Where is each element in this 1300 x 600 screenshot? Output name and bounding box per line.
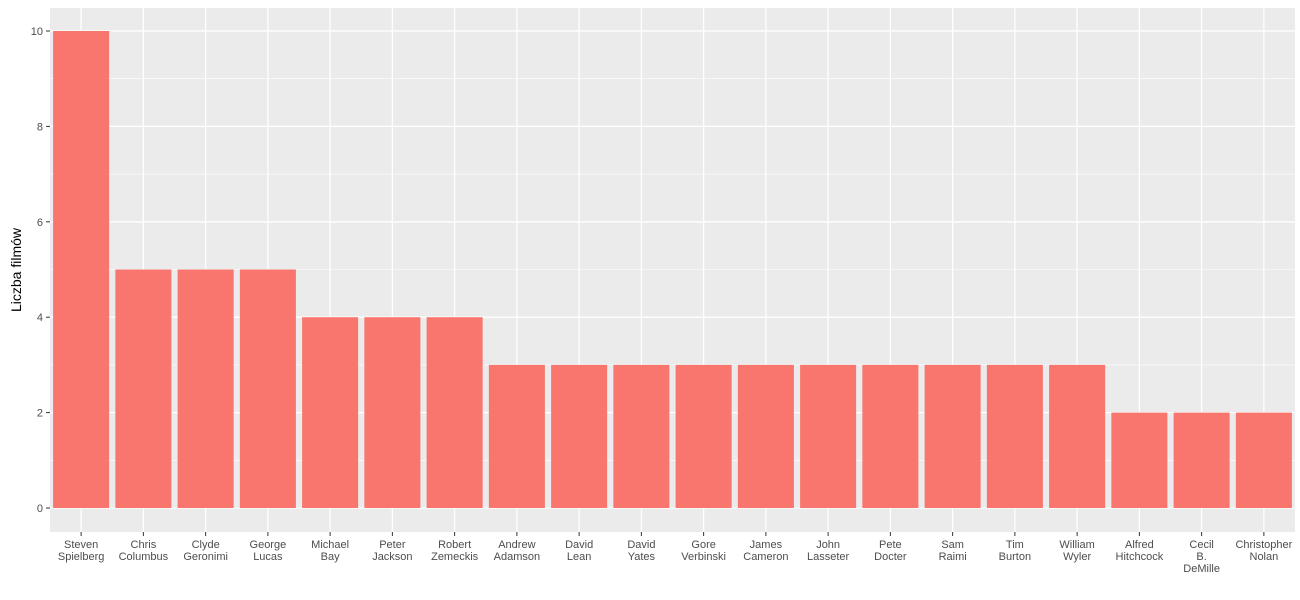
bar [53,31,110,508]
bar [1173,412,1230,508]
y-tick-label: 8 [37,121,43,133]
x-tick-label: Christopher Nolan [1235,539,1292,563]
x-tick-label: Sam Raimi [939,539,967,563]
y-tick-label: 4 [37,312,43,324]
x-tick-label: John Lasseter [807,539,850,563]
x-tick-label: William Wyler [1059,539,1094,563]
x-tick-label: George Lucas [250,539,287,563]
bar [800,364,857,508]
x-axis: Steven Spielberg Chris Columbus Clyde Geronim… [58,532,1293,575]
bar [177,269,234,508]
bar [924,364,981,508]
bar [302,317,359,508]
plot-panel [50,8,1295,532]
x-tick-label: Gore Verbinski [681,539,726,563]
bar [675,364,732,508]
bar [1235,412,1292,508]
bar [1049,364,1106,508]
bar [986,364,1043,508]
y-tick-label: 6 [37,217,43,229]
bar [115,269,172,508]
y-tick-label: 10 [31,26,43,38]
x-tick-label: James Cameron [743,539,788,563]
bar [862,364,919,508]
y-tick-label: 2 [37,408,43,420]
x-tick-label: Steven Spielberg [58,539,104,563]
bar [1111,412,1168,508]
x-tick-label: Alfred Hitchcock [1116,539,1164,563]
x-tick-label: Pete Docter [874,539,907,563]
x-tick-label: Chris Columbus [119,539,169,563]
x-tick-label: Peter Jackson [372,539,412,563]
y-axis-title: Liczba filmów [8,227,24,312]
x-tick-label: David Lean [565,539,593,563]
bar [737,364,794,508]
y-axis: 0 2 4 6 8 10 [31,26,50,515]
bar [613,364,670,508]
x-tick-label: Cecil B. DeMille [1183,539,1220,575]
bar [364,317,421,508]
x-tick-label: Clyde Geronimi [183,539,228,563]
bar [488,364,545,508]
x-tick-label: Andrew Adamson [494,539,540,563]
bars [53,31,1292,508]
bar [551,364,608,508]
x-tick-label: David Yates [627,539,655,563]
x-tick-label: Michael Bay [311,539,349,563]
x-tick-label: Tim Burton [999,539,1031,563]
bar [239,269,296,508]
x-tick-label: Robert Zemeckis [431,539,479,563]
y-tick-label: 0 [37,503,43,515]
bar [426,317,483,508]
